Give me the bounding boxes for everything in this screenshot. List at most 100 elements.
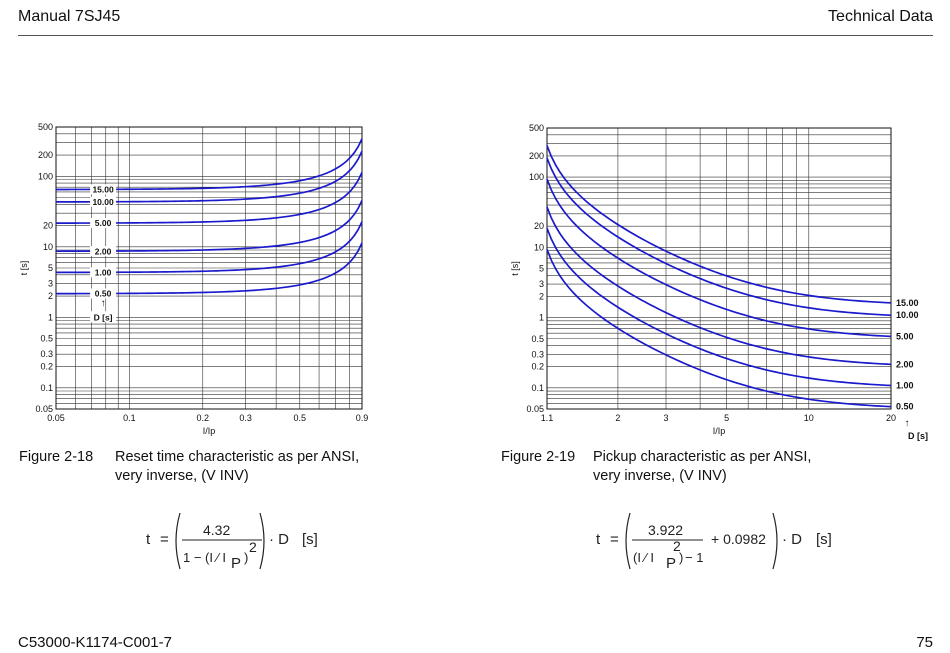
y-tick-label: 1 xyxy=(48,312,53,322)
formula-numerator: 4.32 xyxy=(203,522,230,538)
d-axis-label: D [s] xyxy=(94,312,113,322)
plot-frame xyxy=(546,127,892,410)
curve-d-10-00 xyxy=(546,157,892,317)
curve-label: 10.00 xyxy=(896,310,919,320)
y-tick-label: 500 xyxy=(38,122,53,132)
formula-denominator: 1 − (I ⁄ I xyxy=(183,550,226,565)
reset-time-chart: 0.05 0.1 0.2 0.3 0.5 0.9500200100201053210.50… xyxy=(19,122,369,436)
y-tick-label: 5 xyxy=(48,263,53,273)
curve-label-bg xyxy=(90,196,117,207)
y-tick-label: 10 xyxy=(43,242,53,252)
pickup-formula: t = 3.922 (I ⁄ I P ) 2 − 1 + 0.0982 · D … xyxy=(596,512,832,572)
curve-d-0-50 xyxy=(546,248,892,408)
x-tick-label: 0.5 xyxy=(294,413,307,423)
formula-lhs: t xyxy=(146,531,151,548)
formula-power: 2 xyxy=(249,539,257,555)
x-tick-label: 5 xyxy=(724,413,729,423)
y-tick-label: 0.3 xyxy=(40,349,53,359)
curve-d-5-00 xyxy=(546,178,892,338)
curve-label: 10.00 xyxy=(92,197,114,207)
x-tick-label: 20 xyxy=(886,413,896,423)
y-tick-label: 10 xyxy=(534,242,544,252)
pickup-chart: 1.1 2 3 5 10 20 500 200 100 20 10 5 3 2 1 0.5 0.3 0.2 0.1 0… xyxy=(510,123,928,441)
curve-label: 2.00 xyxy=(95,246,112,256)
footer-page-number: 75 xyxy=(916,634,933,651)
formula-unit: [s] xyxy=(816,531,832,548)
y-tick-label: 0.1 xyxy=(40,383,53,393)
figure-2-19-caption: Figure 2-19 Pickup characteristic as per… xyxy=(501,448,941,488)
curve-label: 5.00 xyxy=(896,331,914,341)
x-tick-label: 0.1 xyxy=(123,413,136,423)
y-tick-label: 20 xyxy=(534,221,544,231)
footer-document-id: C53000-K1174-C001-7 xyxy=(18,634,172,651)
formula-times-d: · D xyxy=(782,531,802,548)
formula-subscript: P xyxy=(231,555,241,572)
y-tick-label: 0.2 xyxy=(40,362,53,372)
header-manual-title: Manual 7SJ45 xyxy=(18,8,121,25)
curve-d-15-00 xyxy=(56,138,363,191)
header-section-title: Technical Data xyxy=(828,8,933,25)
y-tick-label: 2 xyxy=(539,291,544,301)
curve-label-bg xyxy=(90,288,117,299)
y-tick-label: 0.1 xyxy=(531,383,544,393)
formula-equals: = xyxy=(610,531,619,548)
x-tick-label: 0.9 xyxy=(356,413,369,423)
y-tick-label: 100 xyxy=(529,172,544,182)
curve-label-bg xyxy=(90,218,117,229)
d-label-bg xyxy=(90,311,117,323)
curve-label: 1.00 xyxy=(95,267,112,277)
x-tick-label: 1.1 xyxy=(541,413,554,423)
y-tick-label: 20 xyxy=(43,221,53,231)
curve-label: 0.50 xyxy=(95,289,112,299)
x-tick-label: 0.3 xyxy=(239,413,252,423)
figure-number: Figure 2-18 xyxy=(19,449,94,465)
y-axis-label: t [s] xyxy=(19,261,29,276)
y-tick-label: 0.3 xyxy=(531,349,544,359)
formula-numerator: 3.922 xyxy=(648,522,683,538)
x-axis-label: I/Ip xyxy=(203,426,216,436)
y-tick-label: 0.2 xyxy=(531,362,544,372)
caption-line: Reset time characteristic as per ANSI, xyxy=(115,449,360,465)
formula-power: 2 xyxy=(673,538,681,554)
y-tick-label: 1 xyxy=(539,313,544,323)
header-rule xyxy=(18,35,933,36)
formula-subscript: P xyxy=(666,555,676,572)
formula-times-d: · D xyxy=(269,531,289,548)
x-tick-label: 3 xyxy=(663,413,668,423)
formula-close-paren: ) xyxy=(244,550,248,565)
d-arrow-icon: ↑ xyxy=(905,418,910,429)
x-tick-label: 2 xyxy=(615,413,620,423)
curve-d-15-00 xyxy=(546,145,892,304)
curve-d-1-00 xyxy=(546,227,892,387)
plot-frame xyxy=(55,126,363,410)
d-arrow-icon: ↑ xyxy=(101,298,106,309)
y-axis-label: t [s] xyxy=(510,261,520,276)
curve-label: 1.00 xyxy=(896,380,914,390)
y-tick-label: 3 xyxy=(48,279,53,289)
formula-den-minus: − 1 xyxy=(685,550,703,565)
caption-line: Pickup characteristic as per ANSI, xyxy=(593,449,812,465)
y-tick-label: 5 xyxy=(539,264,544,274)
figure-2-18-caption: Figure 2-18 Reset time characteristic as… xyxy=(19,448,459,488)
curve-label: 0.50 xyxy=(896,402,914,412)
y-tick-label: 0.5 xyxy=(531,334,544,344)
formula-plus-constant: + 0.0982 xyxy=(711,531,766,547)
formula-equals: = xyxy=(160,531,169,548)
curve-d-2-00 xyxy=(546,206,892,366)
formula-den-open: (I ⁄ I xyxy=(633,550,654,565)
y-tick-label: 0.5 xyxy=(40,334,53,344)
d-axis-label: D [s] xyxy=(908,431,928,441)
curve-label: 5.00 xyxy=(95,218,112,228)
curve-label-bg xyxy=(90,246,117,257)
x-tick-label: 0.2 xyxy=(197,413,210,423)
grid xyxy=(547,127,892,410)
caption-line: very inverse, (V INV) xyxy=(115,468,249,484)
formula-lhs: t xyxy=(596,531,601,548)
curve-label: 15.00 xyxy=(896,298,919,308)
y-tick-label: 2 xyxy=(48,291,53,301)
curve-label-bg xyxy=(90,184,117,195)
y-tick-label: 0.05 xyxy=(526,404,544,414)
curve-label: 15.00 xyxy=(92,185,114,195)
curve-label: 2.00 xyxy=(896,359,914,369)
caption-line: very inverse, (V INV) xyxy=(593,468,727,484)
